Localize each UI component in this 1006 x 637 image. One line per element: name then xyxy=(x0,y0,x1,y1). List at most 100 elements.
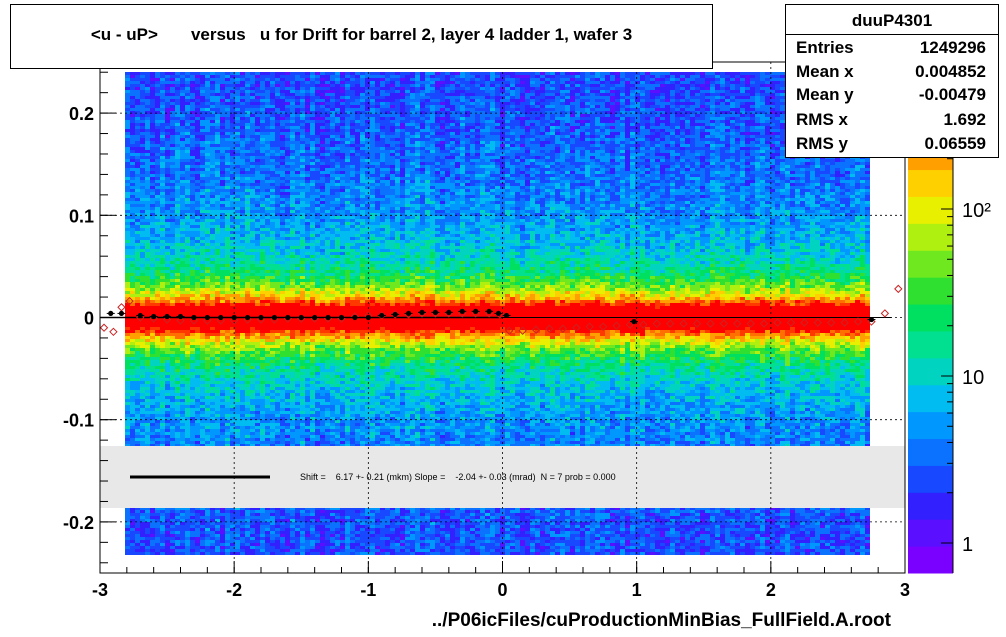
heatmap-cell xyxy=(295,249,300,252)
heatmap-cell xyxy=(185,279,190,282)
heatmap-cell xyxy=(160,252,165,255)
heatmap-cell xyxy=(130,390,135,393)
heatmap-cell xyxy=(185,84,190,87)
heatmap-cell xyxy=(215,537,220,540)
heatmap-cell xyxy=(175,354,180,357)
heatmap-cell xyxy=(190,222,195,225)
heatmap-cell xyxy=(180,183,185,186)
heatmap-cell xyxy=(165,246,170,249)
heatmap-cell xyxy=(215,144,220,147)
heatmap-cell xyxy=(210,354,215,357)
heatmap-cell xyxy=(210,180,215,183)
heatmap-cell xyxy=(150,237,155,240)
heatmap-cell xyxy=(295,222,300,225)
heatmap-cell xyxy=(290,285,295,288)
heatmap-cell xyxy=(275,87,280,90)
heatmap-cell xyxy=(225,192,230,195)
heatmap-cell xyxy=(220,126,225,129)
heatmap-cell xyxy=(185,117,190,120)
heatmap-cell xyxy=(180,375,185,378)
heatmap-cell xyxy=(250,534,255,537)
heatmap-cell xyxy=(260,543,265,546)
heatmap-cell xyxy=(235,531,240,534)
heatmap-cell xyxy=(235,333,240,336)
heatmap-cell xyxy=(135,393,140,396)
heatmap-cell xyxy=(240,300,245,303)
heatmap-cell xyxy=(270,372,275,375)
heatmap-cell xyxy=(265,411,270,414)
heatmap-cell xyxy=(250,210,255,213)
heatmap-cell xyxy=(140,441,145,444)
heatmap-cell xyxy=(135,378,140,381)
heatmap-cell xyxy=(295,240,300,243)
heatmap-cell xyxy=(190,183,195,186)
heatmap-cell xyxy=(125,141,130,144)
heatmap-cell xyxy=(225,375,230,378)
heatmap-cell xyxy=(240,546,245,549)
heatmap-cell xyxy=(165,162,170,165)
heatmap-cell xyxy=(135,108,140,111)
heatmap-cell xyxy=(280,411,285,414)
heatmap-cell xyxy=(295,105,300,108)
heatmap-cell xyxy=(200,402,205,405)
heatmap-cell xyxy=(235,291,240,294)
heatmap-cell xyxy=(270,93,275,96)
heatmap-cell xyxy=(205,237,210,240)
heatmap-cell xyxy=(225,204,230,207)
heatmap-cell xyxy=(160,309,165,312)
heatmap-cell xyxy=(175,243,180,246)
heatmap-cell xyxy=(225,111,230,114)
heatmap-cell xyxy=(180,120,185,123)
heatmap-cell xyxy=(270,363,275,366)
heatmap-cell xyxy=(255,156,260,159)
heatmap-cell xyxy=(155,348,160,351)
heatmap-cell xyxy=(130,93,135,96)
heatmap-cell xyxy=(195,387,200,390)
heatmap-cell xyxy=(135,324,140,327)
heatmap-cell xyxy=(150,114,155,117)
heatmap-cell xyxy=(265,189,270,192)
heatmap-cell xyxy=(165,135,170,138)
heatmap-cell xyxy=(210,342,215,345)
heatmap-cell xyxy=(200,129,205,132)
heatmap-cell xyxy=(160,321,165,324)
heatmap-cell xyxy=(215,117,220,120)
heatmap-cell xyxy=(210,441,215,444)
heatmap-cell xyxy=(270,327,275,330)
heatmap-cell xyxy=(165,300,170,303)
heatmap-cell xyxy=(135,528,140,531)
heatmap-cell xyxy=(150,528,155,531)
heatmap-cell xyxy=(245,117,250,120)
heatmap-cell xyxy=(155,363,160,366)
heatmap-cell xyxy=(235,534,240,537)
heatmap-cell xyxy=(250,195,255,198)
heatmap-cell xyxy=(200,231,205,234)
heatmap-cell xyxy=(195,114,200,117)
heatmap-cell xyxy=(260,405,265,408)
heatmap-cell xyxy=(140,399,145,402)
heatmap-cell xyxy=(250,258,255,261)
heatmap-cell xyxy=(260,342,265,345)
heatmap-cell xyxy=(235,387,240,390)
heatmap-cell xyxy=(140,273,145,276)
heatmap-cell xyxy=(255,267,260,270)
heatmap-cell xyxy=(170,435,175,438)
heatmap-cell xyxy=(140,147,145,150)
heatmap-cell xyxy=(295,114,300,117)
heatmap-cell xyxy=(260,174,265,177)
heatmap-cell xyxy=(170,99,175,102)
heatmap-cell xyxy=(155,138,160,141)
heatmap-cell xyxy=(185,516,190,519)
heatmap-cell xyxy=(145,336,150,339)
heatmap-cell xyxy=(250,291,255,294)
heatmap-cell xyxy=(260,438,265,441)
heatmap-cell xyxy=(290,300,295,303)
heatmap-cell xyxy=(145,375,150,378)
heatmap-cell xyxy=(235,207,240,210)
heatmap-cell xyxy=(125,192,130,195)
heatmap-cell xyxy=(265,261,270,264)
heatmap-cell xyxy=(135,72,140,75)
heatmap-cell xyxy=(200,192,205,195)
heatmap-cell xyxy=(150,87,155,90)
heatmap-cell xyxy=(280,303,285,306)
